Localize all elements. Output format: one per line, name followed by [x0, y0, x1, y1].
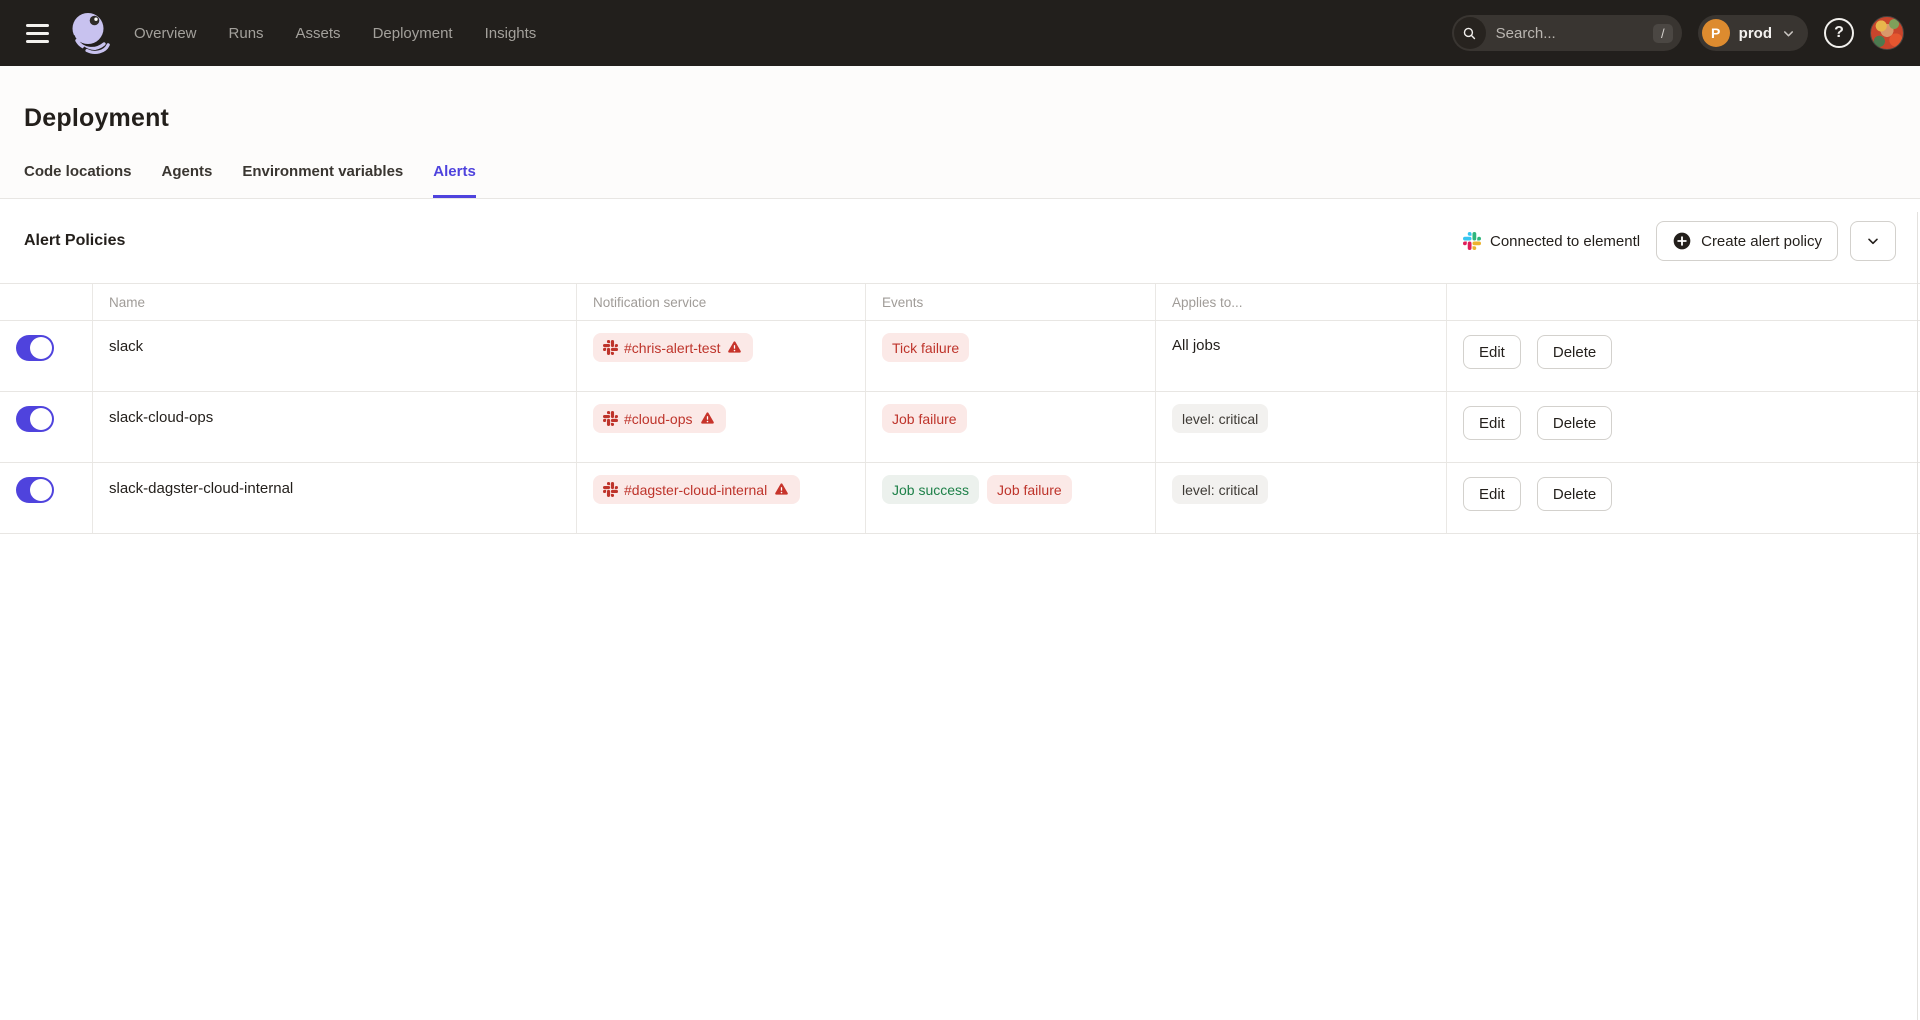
applies-to-tag: level: critical [1172, 404, 1269, 433]
slack-icon [603, 411, 618, 426]
chevron-down-icon [1781, 26, 1796, 41]
header-notification-service: Notification service [576, 284, 865, 320]
scrollbar-track[interactable] [1917, 212, 1918, 1020]
policy-name: slack [92, 321, 576, 391]
tab-bar: Code locations Agents Environment variab… [24, 163, 1896, 198]
top-nav: Overview Runs Assets Deployment Insights… [0, 0, 1920, 66]
help-button[interactable]: ? [1824, 18, 1854, 48]
table-header-row: Name Notification service Events Applies… [0, 283, 1920, 321]
connected-status-text: Connected to elementl [1490, 232, 1641, 250]
slack-icon [1463, 232, 1481, 250]
delete-button[interactable]: Delete [1536, 477, 1613, 511]
search-placeholder: Search... [1495, 24, 1556, 42]
create-alert-policy-button[interactable]: Create alert policy [1656, 221, 1838, 261]
warning-icon [726, 339, 743, 356]
policy-name: slack-cloud-ops [92, 392, 576, 462]
slack-icon [603, 482, 618, 497]
search-icon [1453, 17, 1486, 49]
tab-alerts[interactable]: Alerts [433, 163, 476, 198]
table-row: slack-cloud-ops #cloud-ops Job failure l… [0, 392, 1920, 463]
warning-icon [699, 410, 716, 427]
event-chip: Tick failure [882, 333, 970, 362]
nav-item-deployment[interactable]: Deployment [372, 24, 453, 42]
event-chip: Job failure [987, 475, 1072, 504]
search-input[interactable]: Search... / [1451, 15, 1682, 51]
create-policy-menu-button[interactable] [1850, 221, 1896, 261]
question-mark-icon: ? [1834, 24, 1844, 41]
applies-to-value: All jobs [1155, 321, 1446, 391]
alert-policies-table: Name Notification service Events Applies… [0, 283, 1920, 534]
notification-channel-chip: #cloud-ops [593, 404, 726, 433]
search-shortcut-key: / [1653, 23, 1673, 43]
delete-button[interactable]: Delete [1536, 406, 1613, 440]
edit-button[interactable]: Edit [1463, 477, 1521, 511]
policy-name: slack-dagster-cloud-internal [92, 463, 576, 533]
header-applies-to: Applies to... [1155, 284, 1446, 320]
warning-icon [773, 481, 790, 498]
section-title: Alert Policies [24, 232, 126, 249]
delete-button[interactable]: Delete [1536, 335, 1613, 369]
policy-enabled-toggle[interactable] [16, 406, 54, 432]
table-row: slack-dagster-cloud-internal #dagster-cl… [0, 463, 1920, 534]
page-title: Deployment [24, 104, 170, 132]
header-events: Events [865, 284, 1155, 320]
user-avatar[interactable] [1870, 16, 1904, 50]
applies-to-tag: level: critical [1172, 475, 1269, 504]
deployment-name: prod [1738, 24, 1772, 42]
deployment-switcher[interactable]: P prod [1697, 15, 1808, 51]
header-actions [1446, 284, 1920, 320]
event-chip: Job failure [882, 404, 967, 433]
header-toggle [0, 284, 92, 320]
table-row: slack #chris-alert-test Tick failure All… [0, 321, 1920, 392]
plus-icon [1672, 231, 1692, 251]
edit-button[interactable]: Edit [1463, 335, 1521, 369]
edit-button[interactable]: Edit [1463, 406, 1521, 440]
toggle-knob [30, 408, 52, 430]
policy-enabled-toggle[interactable] [16, 477, 54, 503]
nav-item-assets[interactable]: Assets [295, 24, 341, 42]
tab-code-locations[interactable]: Code locations [24, 163, 132, 180]
nav-item-insights[interactable]: Insights [484, 24, 537, 42]
toggle-knob [30, 479, 52, 501]
menu-button[interactable] [16, 12, 58, 54]
notification-channel-chip: #chris-alert-test [593, 333, 754, 362]
primary-nav: Overview Runs Assets Deployment Insights [134, 25, 536, 42]
chevron-down-icon [1865, 233, 1881, 249]
nav-item-runs[interactable]: Runs [228, 24, 264, 42]
toggle-knob [30, 337, 52, 359]
notification-channel-chip: #dagster-cloud-internal [593, 475, 801, 504]
policy-enabled-toggle[interactable] [16, 335, 54, 361]
slack-icon [603, 340, 618, 355]
page-header: Deployment Code locations Agents Environ… [0, 66, 1920, 199]
deployment-avatar: P [1701, 19, 1730, 47]
header-name: Name [92, 284, 576, 320]
alert-policies-toolbar: Alert Policies Connected to elementl Cre… [0, 199, 1920, 283]
event-chip: Job success [882, 475, 980, 504]
dagster-logo-icon[interactable] [64, 9, 112, 57]
nav-item-overview[interactable]: Overview [134, 24, 197, 42]
tab-agents[interactable]: Agents [161, 163, 213, 180]
slack-connection-status: Connected to elementl [1463, 232, 1640, 250]
tab-environment-variables[interactable]: Environment variables [242, 163, 404, 180]
